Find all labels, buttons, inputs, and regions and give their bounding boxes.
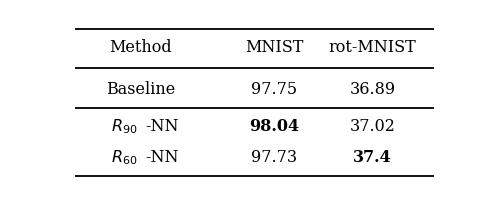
Text: 97.73: 97.73 [251, 149, 297, 166]
Text: 36.89: 36.89 [349, 81, 396, 98]
Text: 37.02: 37.02 [350, 118, 395, 135]
Text: 98.04: 98.04 [249, 118, 299, 135]
Text: -NN: -NN [145, 118, 179, 135]
Text: 97.75: 97.75 [251, 81, 297, 98]
Text: Method: Method [110, 39, 172, 56]
Text: MNIST: MNIST [245, 39, 303, 56]
Text: rot-MNIST: rot-MNIST [329, 39, 416, 56]
Text: Baseline: Baseline [106, 81, 175, 98]
Text: $R_{90}$: $R_{90}$ [111, 117, 137, 136]
Text: -NN: -NN [145, 149, 179, 166]
Text: $R_{60}$: $R_{60}$ [111, 149, 137, 167]
Text: 37.4: 37.4 [353, 149, 392, 166]
